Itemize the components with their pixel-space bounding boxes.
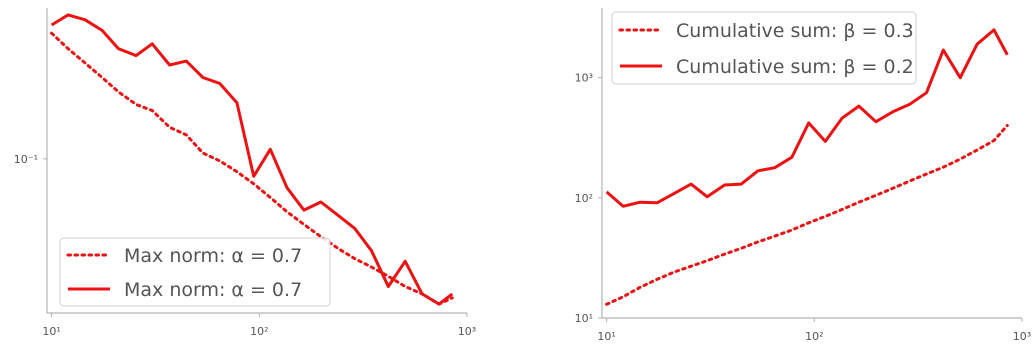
right-chart-panel: 10¹ 10² 10³ 10¹ 10² 10³ Cumulative sum: β = 0.… xyxy=(575,8,1031,343)
y-tick-label: 10⁻¹ xyxy=(14,153,38,166)
solid-series-line xyxy=(605,28,1009,208)
legend-label: Max norm: α = 0.7 xyxy=(124,279,302,301)
x-tick-label: 10² xyxy=(805,330,823,343)
dotted-series-line xyxy=(50,31,454,306)
x-tick-label: 10³ xyxy=(458,325,476,338)
legend-label: Cumulative sum: β = 0.2 xyxy=(676,56,914,78)
x-tick-label: 10³ xyxy=(1013,330,1031,343)
legend: Max norm: α = 0.7 Max norm: α = 0.7 xyxy=(59,237,331,307)
x-tick-label: 10¹ xyxy=(597,330,615,343)
dotted-series-line xyxy=(605,124,1009,306)
x-tick-label: 10² xyxy=(250,325,268,338)
legend-box xyxy=(59,237,331,307)
legend-box xyxy=(611,11,917,85)
legend-label: Max norm: α = 0.7 xyxy=(124,245,302,267)
legend: Cumulative sum: β = 0.3 Cumulative sum: β… xyxy=(611,11,917,85)
solid-series-line xyxy=(50,13,454,306)
y-tick-label: 10² xyxy=(575,192,593,205)
y-tick-label: 10¹ xyxy=(575,312,593,325)
legend-label: Cumulative sum: β = 0.3 xyxy=(676,20,914,42)
x-tick-label: 10¹ xyxy=(42,325,60,338)
y-tick-label: 10³ xyxy=(575,72,593,85)
